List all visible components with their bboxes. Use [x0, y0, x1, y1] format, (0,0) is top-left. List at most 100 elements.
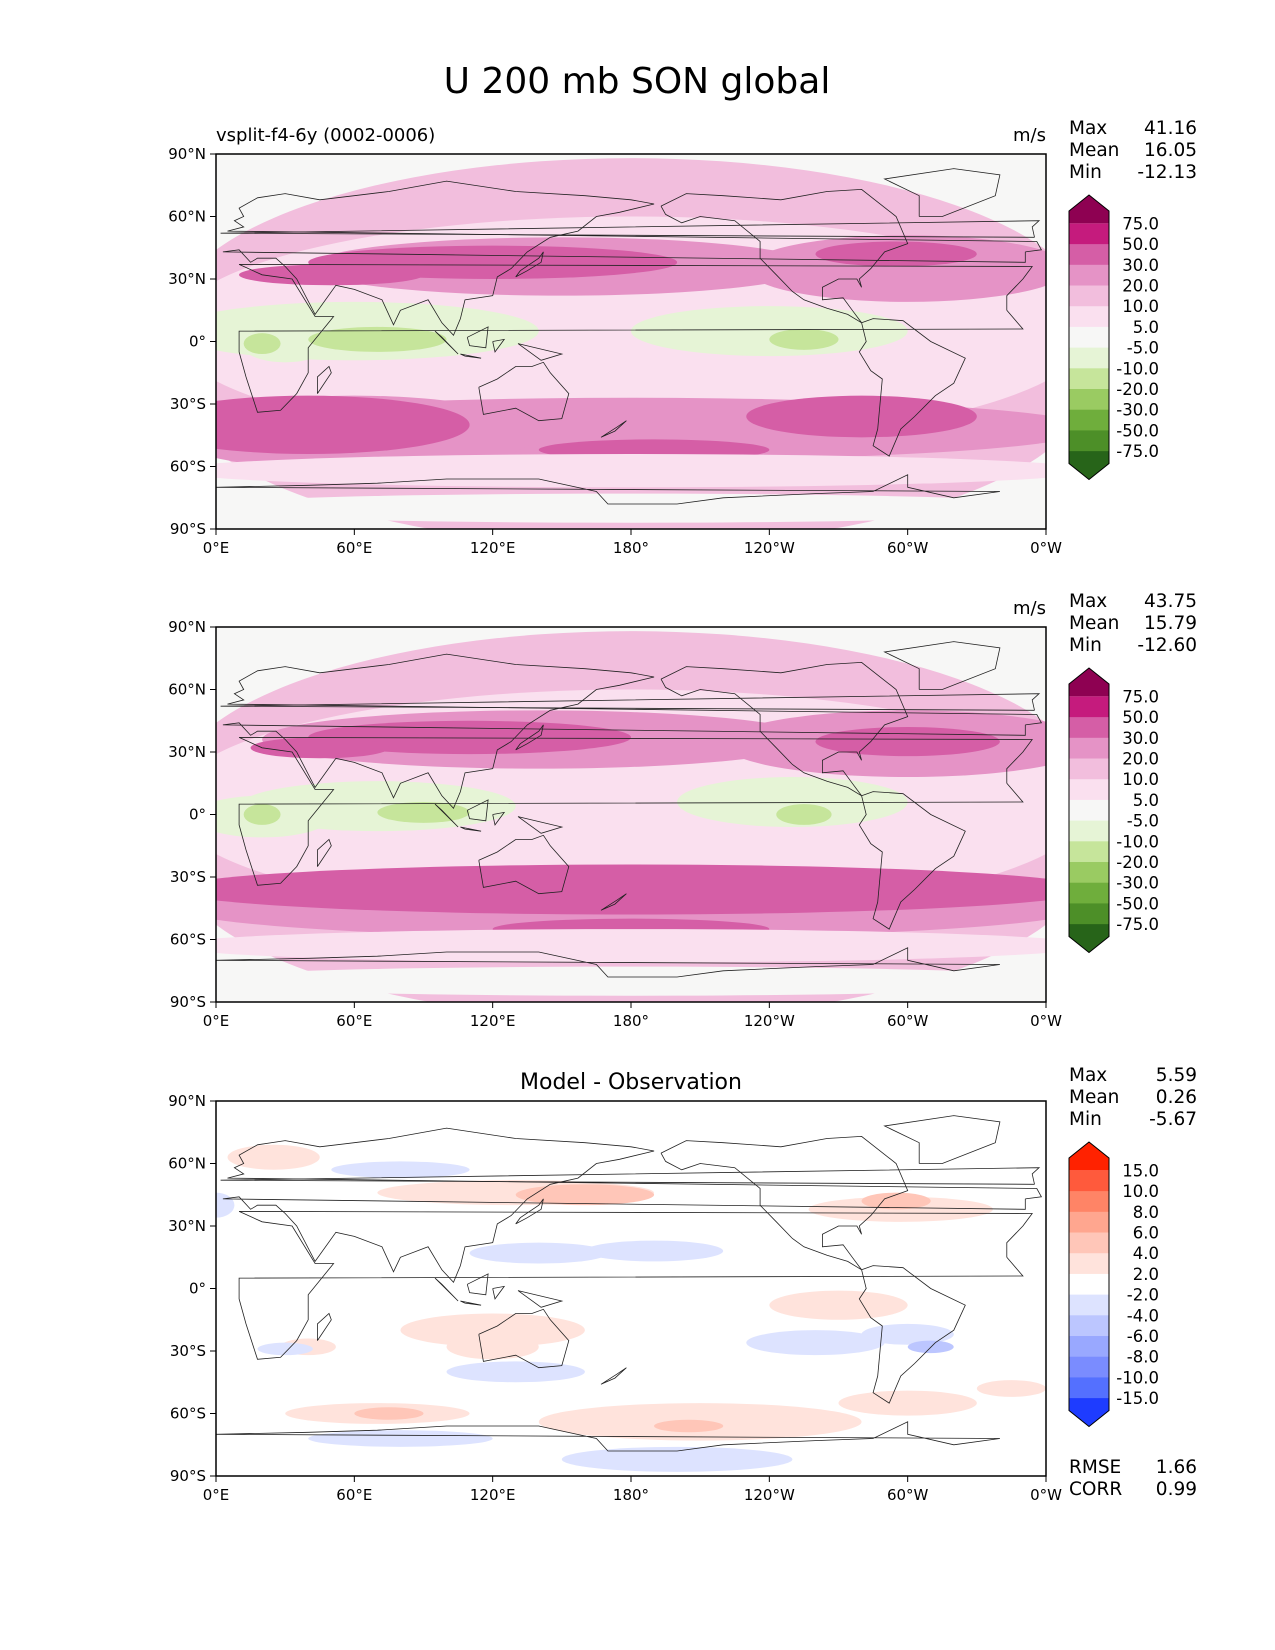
coastline: [317, 838, 332, 867]
colorbar-segment: [1069, 368, 1109, 390]
coastline: [434, 1277, 459, 1302]
colorbar-label: 6.0: [1133, 1224, 1159, 1243]
colorbar-label: -10.0: [1116, 832, 1159, 851]
y-tick-label: 30°S: [170, 1342, 206, 1360]
coastline: [220, 1167, 1041, 1185]
panel-reference: 90°N 60°N 30°N 0° 30°S 60°S 90°S0°E 60°E 120°E 18…: [168, 591, 1197, 1030]
x-tick-label: 60°W: [887, 1012, 929, 1030]
y-tick-label: 60°N: [168, 1155, 206, 1173]
colorbar-label: 30.0: [1122, 256, 1159, 275]
colorbar-label: 20.0: [1122, 750, 1159, 769]
colorbar-label: 8.0: [1133, 1203, 1159, 1222]
bottom-stat-value: 0.99: [1156, 1479, 1197, 1500]
y-tick-label: 60°N: [168, 681, 206, 699]
y-tick-label: 90°S: [170, 993, 206, 1011]
colorbar-label: 4.0: [1133, 1244, 1159, 1263]
coastline: [238, 737, 1033, 886]
colorbar-segment: [1069, 1315, 1109, 1337]
colorbar-segment: [1069, 1253, 1109, 1275]
contour-region: [243, 804, 281, 825]
y-tick-label: 0°: [189, 1280, 206, 1298]
colorbar-label: 30.0: [1122, 729, 1159, 748]
coastline: [515, 724, 544, 751]
colorbar-label: -75.0: [1116, 915, 1159, 934]
x-tick-label: 120°W: [744, 1486, 795, 1504]
coastline: [883, 168, 1001, 217]
contour-region: [584, 1240, 724, 1262]
coastline: [220, 693, 1041, 711]
colorbar-label: 15.0: [1122, 1161, 1159, 1180]
colorbar-label: -75.0: [1116, 442, 1159, 461]
stat-value: -5.67: [1149, 1109, 1197, 1130]
contour-region: [446, 1334, 539, 1360]
y-tick-label: 60°S: [170, 1405, 206, 1423]
contour-region: [227, 1144, 320, 1170]
coastline: [883, 1115, 1001, 1164]
coastline: [600, 893, 627, 911]
colorbar-segment: [1069, 285, 1109, 307]
bottom-stat-label: RMSE: [1069, 1457, 1121, 1478]
coastline: [515, 1198, 544, 1225]
colorbar-segment: [1069, 696, 1109, 718]
colorbar-segment: [1069, 841, 1109, 863]
colorbar-label: 10.0: [1122, 770, 1159, 789]
colorbar-label: -4.0: [1127, 1306, 1159, 1325]
coastline: [858, 318, 966, 457]
coastline: [478, 1308, 570, 1369]
coastline: [216, 1421, 1000, 1452]
colorbar-extend-bottom: [1069, 1398, 1109, 1427]
coastline: [600, 420, 627, 438]
colorbar-label: -10.0: [1116, 1368, 1159, 1387]
contour-region: [561, 1446, 793, 1472]
stat-label: Max: [1069, 1065, 1107, 1086]
colorbar: 75.0 50.0 30.0 20.010.0 5.0 -5.0-10.0 -20.0 -30…: [1068, 667, 1159, 954]
coastline: [492, 338, 506, 353]
contour-region: [838, 1390, 977, 1416]
colorbar-segment: [1069, 264, 1109, 287]
colorbar-label: 20.0: [1122, 277, 1159, 296]
contour-region: [331, 1161, 470, 1179]
x-tick-label: 180°: [613, 1486, 649, 1504]
contour-region: [400, 1313, 585, 1347]
y-tick-label: 30°S: [170, 868, 206, 886]
x-tick-label: 0°W: [1030, 1012, 1062, 1030]
colorbar: 15.0 10.0 8.0 6.04.0 2.0 -2.0-4.0 -6.0 -8.0-10.…: [1068, 1141, 1159, 1428]
contour-region: [308, 326, 447, 352]
colorbar-label: -50.0: [1116, 894, 1159, 913]
colorbar-segment: [1069, 799, 1109, 822]
colorbar-label: -6.0: [1127, 1327, 1159, 1346]
stat-value: 0.26: [1156, 1087, 1197, 1108]
contour-region: [216, 493, 1046, 523]
colorbar-segment: [1069, 903, 1109, 925]
contour-region: [808, 1196, 993, 1222]
contour-fields: [216, 158, 1046, 529]
colorbar-label: -20.0: [1116, 380, 1159, 399]
x-tick-label: 120°E: [470, 1486, 516, 1504]
x-tick-label: 60°W: [887, 539, 929, 557]
contour-region: [216, 929, 1046, 963]
colorbar-segment: [1069, 758, 1109, 780]
y-tick-label: 60°S: [170, 458, 206, 476]
colorbar-label: 75.0: [1122, 687, 1159, 706]
coastlines: [216, 641, 1043, 978]
y-tick-label: 30°N: [168, 1217, 206, 1235]
colorbar-segment: [1069, 717, 1109, 739]
stat-label: Max: [1069, 118, 1107, 139]
colorbar-label: 50.0: [1122, 708, 1159, 727]
colorbar-segment: [1069, 1191, 1109, 1213]
stat-label: Min: [1069, 635, 1102, 656]
coastline: [220, 220, 1041, 238]
contour-region: [469, 1242, 608, 1264]
colorbar-extend-top: [1069, 668, 1109, 697]
stat-value: 16.05: [1144, 140, 1197, 161]
stat-label: Mean: [1069, 140, 1119, 161]
colorbar-segment: [1069, 1273, 1109, 1296]
contour-region: [257, 1342, 313, 1356]
contour-region: [654, 1419, 724, 1433]
stat-label: Min: [1069, 162, 1102, 183]
coastline: [517, 816, 564, 834]
stat-label: Mean: [1069, 613, 1119, 634]
stat-label: Max: [1069, 591, 1107, 612]
colorbar-label: 5.0: [1133, 791, 1159, 810]
